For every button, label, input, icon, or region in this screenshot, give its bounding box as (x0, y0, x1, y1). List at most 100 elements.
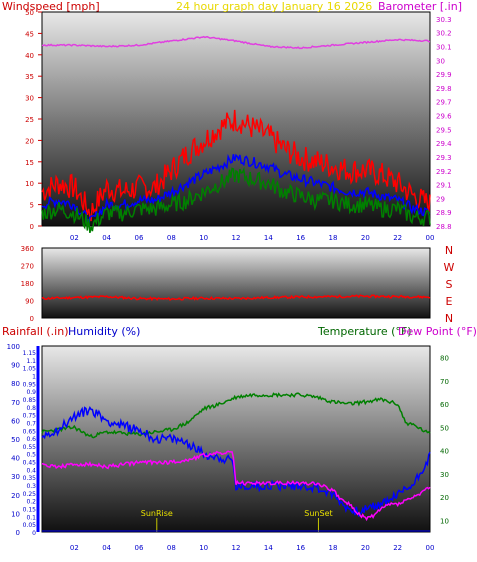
humidity-axis-label: Humidity (%) (68, 325, 140, 338)
direction-tick-label: 180 (21, 280, 34, 288)
wind-x-tick-label: 14 (264, 234, 273, 242)
chart-title: 24 hour graph day January 16 2026 (176, 0, 372, 13)
dew-line (41, 450, 431, 522)
rain-tick-label: 1.1 (26, 358, 36, 365)
dewpoint-axis-label: Dew Point (°F) (398, 325, 477, 338)
climate-x-tick-label: 02 (70, 544, 79, 552)
compass-label: E (446, 295, 453, 308)
wind-x-tick-label: 10 (199, 234, 208, 242)
avg-line (41, 153, 431, 228)
rain-tick-label: 0 (32, 530, 36, 537)
climate-x-tick-label: 04 (102, 544, 111, 552)
compass-label: N (445, 244, 453, 257)
wind-tick-label: 45 (25, 30, 34, 38)
temperature-tick-label: 50 (440, 424, 449, 432)
humidity-tick-label: 40 (11, 455, 20, 463)
wind-x-tick-label: 04 (102, 234, 111, 242)
wind-tick-label: 25 (25, 116, 34, 124)
rain-tick-label: 1 (32, 373, 36, 380)
rain-tick-label: 0.25 (23, 491, 37, 498)
temperature-axis-label: Temperature (°F) (317, 325, 412, 338)
climate-x-tick-label: 10 (199, 544, 208, 552)
wind-x-tick-label: 20 (361, 234, 370, 242)
temperature-tick-label: 30 (440, 471, 449, 479)
rain-tick-label: 1.05 (23, 366, 37, 373)
humidity-tick-label: 80 (11, 380, 20, 388)
humidity-tick-label: 50 (11, 436, 20, 444)
wind-tick-label: 30 (25, 95, 34, 103)
direction-panel-background (41, 247, 431, 319)
climate-x-tick-label: 20 (361, 544, 370, 552)
wind-tick-label: 15 (25, 159, 34, 167)
climate-x-tick-label: 18 (329, 544, 338, 552)
rain-tick-label: 0.15 (23, 507, 37, 514)
barometer-tick-label: 29.6 (436, 113, 452, 121)
rain-tick-label: 0.65 (23, 428, 37, 435)
rain-tick-label: 0.3 (26, 483, 36, 490)
wind-tick-label: 50 (25, 9, 34, 17)
barometer-tick-label: 28.8 (436, 223, 452, 231)
temp-line (41, 392, 431, 439)
humidity-line (41, 406, 431, 518)
barometer-tick-label: 30.1 (436, 44, 452, 52)
compass-label: W (444, 261, 455, 274)
rain-tick-label: 0.9 (26, 389, 36, 396)
climate-x-tick-label: 00 (426, 544, 435, 552)
barometer-tick-label: 29.1 (436, 182, 452, 190)
barometer-line (41, 35, 431, 50)
rain-tick-label: 0.55 (23, 444, 37, 451)
wind-x-tick-label: 18 (329, 234, 338, 242)
barometer-tick-label: 28.9 (436, 209, 452, 217)
barometer-tick-label: 29.2 (436, 168, 452, 176)
wind-x-tick-label: 12 (232, 234, 241, 242)
barometer-tick-label: 29.8 (436, 85, 452, 93)
direction-tick-label: 360 (21, 245, 34, 253)
humidity-tick-label: 20 (11, 492, 20, 500)
sun-event-label: SunRise (141, 509, 173, 518)
barometer-tick-label: 29.7 (436, 99, 452, 107)
direction-tick-label: 270 (21, 263, 34, 271)
barometer-axis-label: Barometer [.in] (378, 0, 462, 13)
gust-line (41, 109, 431, 222)
wind-x-tick-label: 08 (167, 234, 176, 242)
rain-tick-label: 0.85 (23, 397, 37, 404)
rain-tick-label: 1.15 (23, 350, 37, 357)
wind-x-tick-label: 02 (70, 234, 79, 242)
rain-tick-label: 0.45 (23, 460, 37, 467)
rain-tick-label: 0.4 (26, 467, 36, 474)
wind-tick-label: 5 (30, 202, 34, 210)
climate-x-tick-label: 06 (135, 544, 144, 552)
direction-tick-label: 90 (25, 298, 34, 306)
rain-tick-label: 0.35 (23, 475, 37, 482)
humidity-tick-label: 90 (11, 362, 20, 370)
rain-tick-label: 0.8 (26, 405, 36, 412)
wind-x-tick-label: 16 (296, 234, 305, 242)
wind-tick-label: 20 (25, 137, 34, 145)
temperature-tick-label: 80 (440, 355, 449, 363)
wind-x-tick-label: 00 (426, 234, 435, 242)
wind-x-tick-label: 06 (135, 234, 144, 242)
wind-tick-label: 35 (25, 73, 34, 81)
humidity-tick-label: 100 (7, 343, 20, 351)
rain-tick-label: 0.5 (26, 452, 36, 459)
wind-x-tick-label: 22 (393, 234, 402, 242)
temperature-tick-label: 70 (440, 378, 449, 386)
humidity-tick-label: 10 (11, 510, 20, 518)
wind-tick-label: 0 (30, 223, 34, 231)
wind-tick-label: 10 (25, 180, 34, 188)
humidity-tick-label: 70 (11, 399, 20, 407)
barometer-tick-label: 29.5 (436, 126, 452, 134)
barometer-tick-label: 30.3 (436, 16, 452, 24)
rain-tick-label: 0.6 (26, 436, 36, 443)
rain-tick-label: 0.1 (26, 514, 36, 521)
climate-x-tick-label: 22 (393, 544, 402, 552)
barometer-tick-label: 29 (436, 195, 445, 203)
compass-label: N (445, 312, 453, 325)
climate-x-tick-label: 16 (296, 544, 305, 552)
temperature-tick-label: 40 (440, 448, 449, 456)
windspeed-axis-label: Windspeed [mph] (2, 0, 100, 13)
humidity-tick-label: 60 (11, 417, 20, 425)
rain-tick-label: 0.2 (26, 499, 36, 506)
rain-tick-label: 0.7 (26, 420, 36, 427)
